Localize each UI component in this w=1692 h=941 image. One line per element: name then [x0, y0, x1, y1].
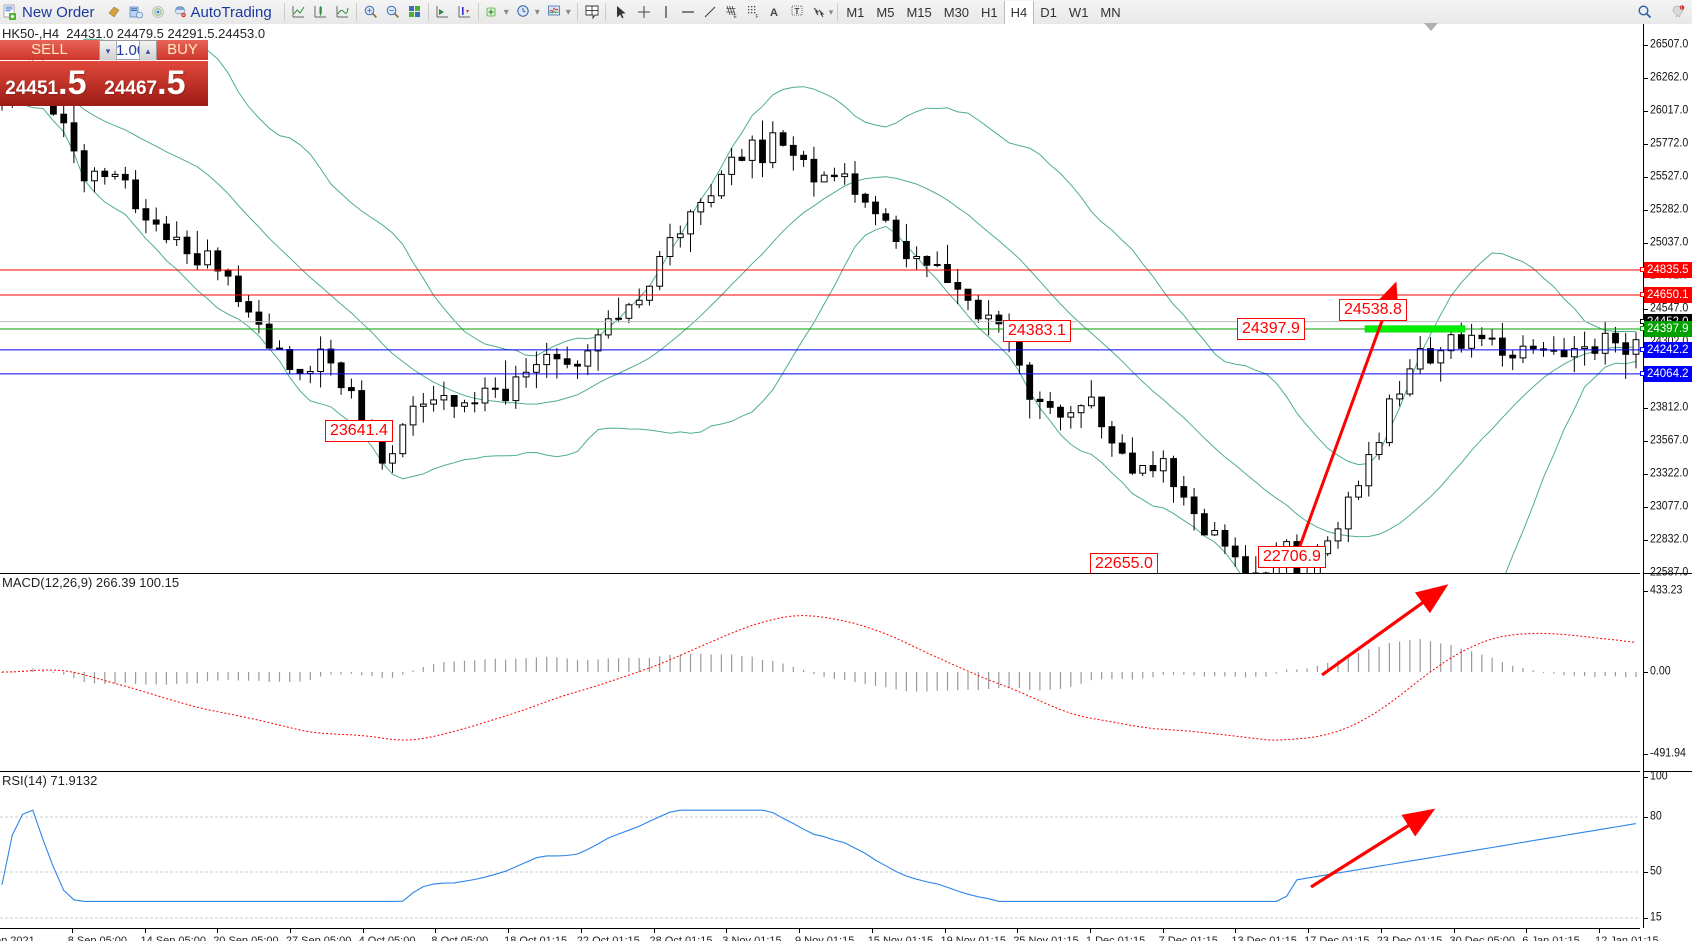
svg-text:T: T: [794, 7, 799, 16]
svg-text:1: 1: [1681, 6, 1683, 10]
svg-text:A: A: [770, 7, 778, 19]
svg-text:F: F: [755, 14, 758, 20]
svg-text:E: E: [733, 14, 737, 20]
